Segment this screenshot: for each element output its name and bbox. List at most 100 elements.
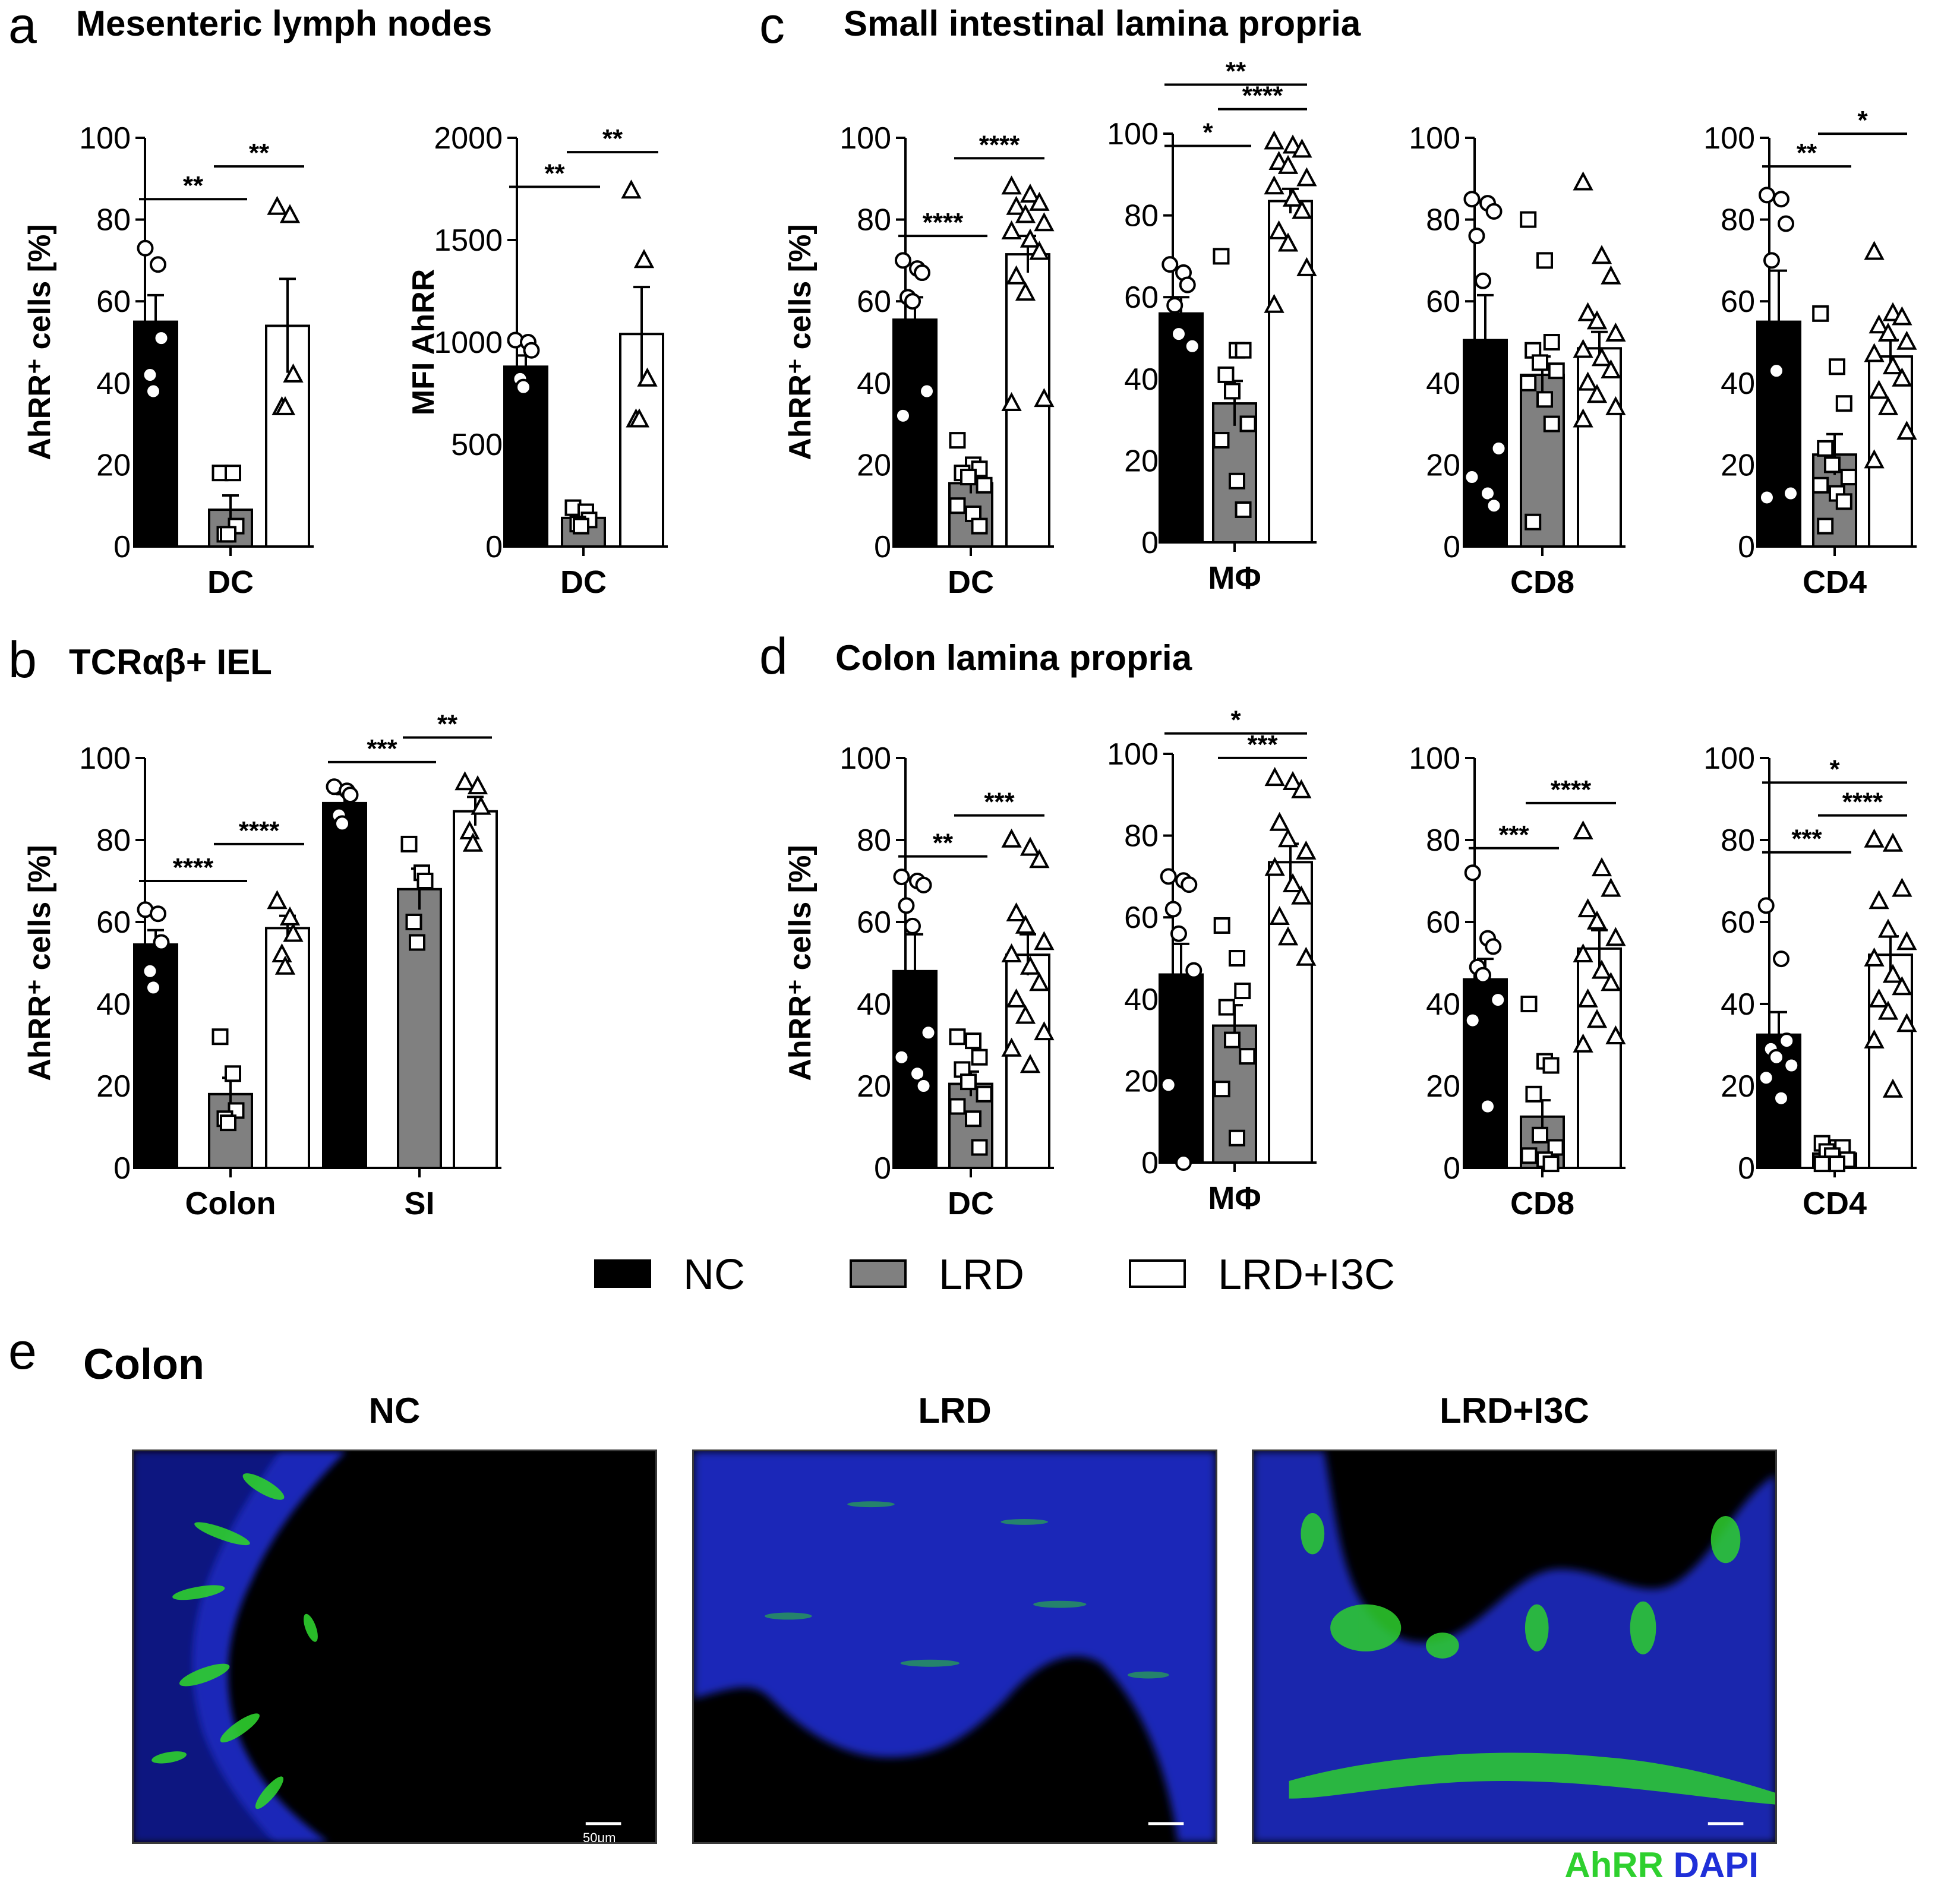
point-b1-0-2-2 [283,923,304,942]
micrograph-lrd-i3c-image [1254,1451,1775,1842]
point-c1-0-2-1 [1020,184,1041,203]
point-d4-0-0-5 [1783,1057,1800,1074]
x-tick-label-b1-1: SI [404,1186,434,1221]
point-c4-0-2-5 [1896,330,1917,350]
point-d3-0-2-5 [1605,927,1626,946]
stain-legend: AhRR DAPI [1545,1845,1759,1898]
point-c1-0-1-5 [976,476,993,494]
point-a2-0-1-4 [573,517,589,535]
point-d4-0-2-9 [1869,988,1889,1008]
y-tick-label-b1-3: 60 [96,905,131,940]
point-b1-0-0-4 [145,979,162,996]
point-c3-0-2-0 [1573,171,1593,191]
point-d1-0-1-8 [971,1139,988,1156]
point-c4-0-1-4 [1824,456,1841,473]
sig-label-c2-1: **** [1242,81,1283,110]
point-c1-0-2-2 [1029,191,1050,211]
panel-title-d: Colon lamina propria [835,638,1192,678]
micrograph-nc-image [134,1451,621,1842]
sig-label-c4-0: ** [1797,138,1817,168]
legend-swatch-lrd-i3c [1129,1259,1186,1288]
point-c3-0-0-4 [1475,272,1491,289]
point-c3-0-2-6 [1573,339,1593,358]
point-b1-1-0-2 [342,787,359,804]
point-a1-0-2-1 [279,204,301,223]
micrograph-lrd-image [694,1451,1216,1842]
y-tick-label-c1-2: 40 [857,367,891,401]
sig-label-d1-0: ** [933,829,954,858]
point-d4-0-2-12 [1864,1029,1885,1049]
point-c4-0-1-5 [1840,469,1857,486]
point-c4-0-2-12 [1864,449,1885,469]
micrograph-nc: 50μm [132,1449,657,1844]
point-d1-0-2-9 [1006,988,1027,1008]
bar-c4-0-0 [1756,320,1801,548]
point-c1-0-2-6 [1001,220,1022,240]
point-d2-0-2-6 [1264,857,1285,876]
point-d3-0-2-12 [1573,1033,1593,1053]
point-c2-0-2-6 [1264,175,1284,195]
point-a1-0-0-3 [141,367,159,384]
point-a1-0-1-1 [225,465,241,482]
sig-label-c2-2: ** [1226,56,1246,86]
y-tick-label-a1-1: 20 [96,448,131,482]
point-d2-0-1-0 [1213,917,1230,934]
sig-label-c1-1: **** [979,130,1020,159]
point-d1-0-2-3 [1006,902,1027,921]
point-d1-0-1-2 [971,1049,988,1066]
point-a1-0-2-4 [274,396,296,415]
point-c2-0-2-5 [1296,167,1317,187]
y-tick-label-a2-1: 500 [451,428,503,462]
y-tick-label-c4-5: 100 [1703,121,1755,156]
bar-b1-1-0 [322,801,367,1169]
point-c1-0-2-3 [1006,195,1027,215]
bar-b1-1-1 [397,888,442,1170]
y-tick-label-c3-1: 20 [1426,448,1460,482]
point-b1-0-1-1 [225,1065,241,1082]
y-tick-label-c1-5: 100 [839,121,891,156]
point-d4-0-2-1 [1882,832,1904,852]
point-d1-0-1-1 [965,1032,981,1050]
y-tick-label-a1-3: 60 [96,285,131,319]
point-a2-0-2-1 [633,249,655,269]
point-d1-0-2-2 [1029,849,1050,869]
point-b1-0-1-4 [220,1114,236,1132]
legend-label-lrd-i3c: LRD+I3C [1218,1251,1396,1299]
point-c3-0-2-8 [1601,359,1621,378]
point-d3-0-1-2 [1542,1057,1560,1074]
point-d4-0-2-6 [1864,947,1885,967]
point-c3-0-2-5 [1605,322,1626,342]
point-c1-0-2-9 [1006,265,1027,285]
point-c3-0-1-0 [1520,211,1537,228]
point-d2-0-0-3 [1164,901,1182,918]
point-c1-0-1-4 [960,469,977,486]
x-tick-label-c4-0: CD4 [1803,564,1867,600]
y-tick-label-d2-4: 80 [1124,819,1159,854]
bar-a2-0-0 [503,365,548,548]
point-d1-0-2-0 [1001,828,1022,848]
point-b1-1-1-2 [416,873,434,889]
x-tick-label-d4-0: CD4 [1803,1186,1867,1221]
point-c4-0-2-2 [1892,306,1912,326]
micrograph-title-lrd: LRD [918,1391,992,1430]
y-tick-label-d3-3: 60 [1426,905,1460,940]
point-d3-0-2-6 [1573,943,1593,962]
point-c4-0-2-9 [1869,380,1889,399]
panel-title-c: Small intestinal lamina propria [844,4,1361,43]
point-c4-0-2-3 [1869,314,1889,334]
point-d3-0-1-8 [1542,1155,1560,1173]
point-c3-0-1-1 [1536,252,1553,269]
scale-bar-label: 50μm [583,1830,616,1844]
point-c3-0-2-4 [1586,310,1608,330]
x-tick-label-c3-0: CD8 [1510,564,1574,600]
bar-d2-0-2 [1268,861,1313,1164]
sig-label-d1-1: *** [984,788,1015,817]
point-d4-0-0-6 [1757,1069,1775,1087]
point-a2-0-2-4 [629,408,650,428]
point-c3-0-2-7 [1591,347,1612,367]
point-c1-0-1-0 [949,432,966,449]
point-c3-0-0-2 [1485,203,1503,220]
y-tick-label-d4-4: 80 [1721,823,1755,858]
point-d2-0-2-8 [1291,885,1312,905]
